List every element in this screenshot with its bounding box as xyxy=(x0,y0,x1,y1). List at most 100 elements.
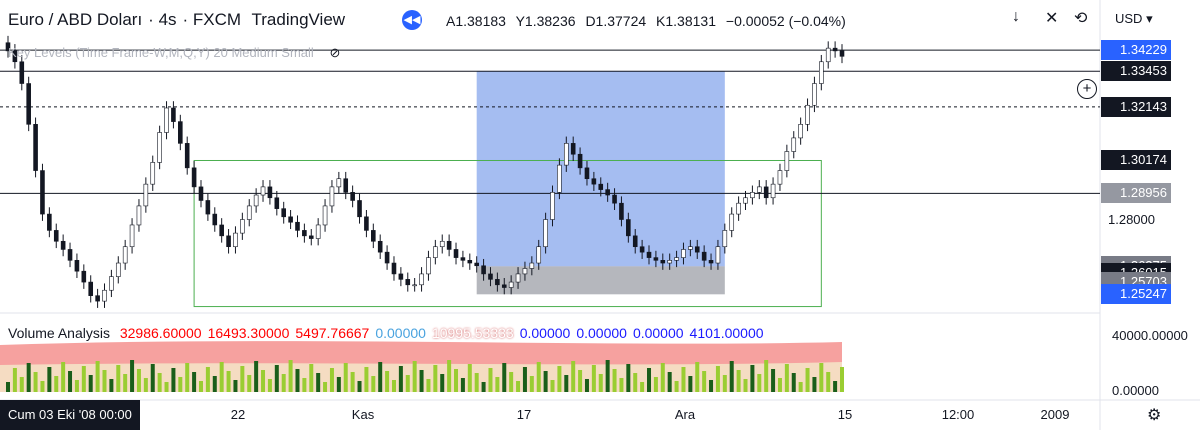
candle-body xyxy=(267,186,273,199)
volume-value: 0.00000 xyxy=(632,325,684,341)
candle-body xyxy=(150,162,156,185)
volume-bar xyxy=(81,366,86,392)
volume-bar xyxy=(288,360,293,392)
candle-body xyxy=(763,186,769,199)
candle-body xyxy=(81,270,87,283)
candle-body xyxy=(288,216,293,223)
volume-bar xyxy=(309,364,314,392)
time-label: Kas xyxy=(351,407,375,422)
volume-bar xyxy=(812,377,817,392)
volume-bar xyxy=(419,370,424,392)
candle-body xyxy=(129,224,135,248)
platform-label: TradingView xyxy=(251,10,346,29)
candle-body xyxy=(667,260,672,264)
volume-bar xyxy=(819,363,824,392)
volume-bar xyxy=(88,375,93,392)
volume-bar xyxy=(667,372,672,392)
time-label: Ara xyxy=(674,407,696,422)
date-badge: Cum 03 Eki '08 00:00 xyxy=(0,400,140,430)
volume-bar xyxy=(316,373,321,392)
candle-body xyxy=(805,104,810,125)
candle-body xyxy=(336,178,342,188)
volume-bar xyxy=(460,378,465,392)
ohlc-low: D1.37724 xyxy=(585,13,647,29)
settings-gear-icon[interactable]: ⚙ xyxy=(1147,407,1162,424)
candle-body xyxy=(157,132,162,163)
volume-bar xyxy=(509,372,514,392)
ohlc-open: A1.38183 xyxy=(446,13,506,29)
arrow-down-icon[interactable]: ↓ xyxy=(1012,8,1020,25)
volume-bar xyxy=(447,360,452,392)
candle-body xyxy=(591,178,597,185)
symbol-header[interactable]: Euro / ABD Doları · 4s · FXCM TradingView xyxy=(8,10,346,29)
candle-body xyxy=(736,202,741,215)
interval-label[interactable]: 4s xyxy=(158,10,177,29)
collapse-icon[interactable]: ✕ xyxy=(1045,10,1059,27)
candle-body xyxy=(136,205,142,226)
volume-axis-zero: 0.00000 xyxy=(1112,383,1159,398)
candle-body xyxy=(481,265,486,275)
candle-body xyxy=(557,164,562,193)
candle-body xyxy=(322,205,328,226)
volume-bar xyxy=(571,361,576,392)
add-alert-icon[interactable]: + xyxy=(1077,79,1097,99)
candle-body xyxy=(508,281,514,288)
replay-icon[interactable]: ◀◀ xyxy=(402,10,422,30)
candle-body xyxy=(377,240,383,253)
volume-value: 32986.60000 xyxy=(119,325,202,341)
volume-bar xyxy=(777,378,782,392)
volume-bar xyxy=(295,369,300,392)
volume-bar xyxy=(192,372,197,392)
candle-body xyxy=(756,186,762,193)
volume-bar xyxy=(391,380,396,392)
volume-bar xyxy=(536,362,541,392)
candle-body xyxy=(729,213,735,231)
candle-body xyxy=(798,124,803,139)
candle-body xyxy=(543,219,548,248)
volume-value: 10995.53333 xyxy=(431,325,514,341)
volume-bar xyxy=(729,361,734,392)
hide-eye-icon[interactable]: ⊘ xyxy=(329,45,341,60)
volume-bar xyxy=(378,362,383,392)
candle-body xyxy=(694,246,700,253)
candle-body xyxy=(453,249,459,258)
candle-body xyxy=(619,202,624,220)
volume-bar xyxy=(26,363,31,392)
candle-body xyxy=(115,262,121,277)
volume-bar xyxy=(123,374,128,392)
candle-body xyxy=(40,170,45,215)
volume-bar xyxy=(240,366,245,392)
candle-body xyxy=(688,246,693,250)
volume-bar xyxy=(302,378,307,392)
candle-body xyxy=(584,167,590,180)
volume-bar xyxy=(261,370,266,392)
candle-body xyxy=(47,213,52,231)
volume-bar xyxy=(398,366,403,392)
candle-body xyxy=(295,221,300,231)
candle-body xyxy=(708,260,714,264)
indicator-label[interactable]: Key Levels (Time Frame-W,M,Q,Y) 20 Mediu… xyxy=(8,45,340,61)
candle-body xyxy=(315,224,321,239)
candle-body xyxy=(598,183,604,190)
candle-body xyxy=(605,189,610,196)
candle-body xyxy=(33,124,38,171)
candle-body xyxy=(832,47,838,52)
candle-body xyxy=(460,257,466,261)
volume-bar xyxy=(350,372,355,392)
currency-select[interactable]: USD ▾ xyxy=(1115,11,1153,26)
time-label: 17 xyxy=(516,407,532,422)
symbol-name[interactable]: Euro / ABD Doları xyxy=(8,10,143,29)
candle-body xyxy=(274,197,280,209)
candle-body xyxy=(681,249,686,258)
volume-legend[interactable]: Volume Analysis 32986.60000 16493.30000 54… xyxy=(8,325,776,341)
volume-bar xyxy=(164,382,169,392)
refresh-icon[interactable]: ⟲ xyxy=(1074,10,1088,27)
volume-bar xyxy=(626,364,631,392)
candle-body xyxy=(67,249,73,261)
candle-body xyxy=(660,260,666,264)
candle-body xyxy=(122,246,128,264)
candle-body xyxy=(777,170,783,185)
candle-body xyxy=(308,235,314,239)
